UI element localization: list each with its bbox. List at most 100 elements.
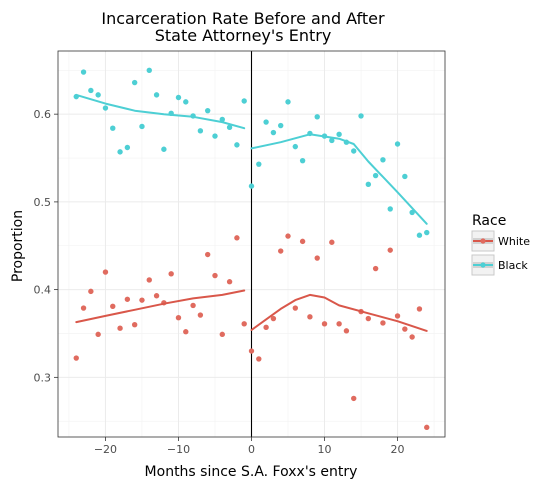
data-point-black (146, 67, 152, 74)
data-point-white (307, 314, 313, 320)
data-point-white (102, 269, 109, 275)
legend-key-black (471, 254, 495, 276)
legend-title: Race (472, 213, 506, 229)
data-point-white (168, 271, 174, 277)
data-point-white (321, 321, 328, 327)
data-point-white (424, 424, 430, 431)
data-point-black (336, 131, 342, 138)
y-axis-ticks: 0.3 0.4 0.5 0.6 (34, 108, 58, 384)
data-point-black (380, 157, 386, 163)
data-point-black (234, 142, 240, 148)
data-point-black (387, 206, 393, 212)
data-point-white (73, 355, 79, 361)
data-point-white (380, 320, 386, 326)
trend-line-white-before (75, 289, 246, 324)
data-point-black (80, 69, 87, 75)
data-point-white (343, 328, 350, 334)
data-point-black (329, 137, 335, 144)
data-point-white (95, 331, 101, 338)
x-tick-label: 10 (318, 443, 332, 456)
data-point-black (416, 232, 423, 238)
data-point-black (263, 119, 269, 125)
trend-line-white-after (250, 293, 428, 332)
data-point-white (139, 297, 145, 303)
data-point-black (212, 133, 218, 139)
data-point-black (292, 143, 299, 150)
data-point-white (402, 326, 408, 332)
data-point-black (204, 107, 211, 114)
data-point-black (131, 79, 138, 86)
data-point-black (102, 105, 109, 111)
data-point-black (219, 116, 225, 123)
data-point-black (409, 209, 415, 216)
y-tick-label: 0.3 (34, 371, 52, 384)
data-point-white (153, 293, 160, 299)
data-point-white (409, 334, 415, 340)
data-point-black (358, 113, 364, 119)
data-point-black (299, 157, 306, 164)
data-point-white (329, 239, 335, 245)
data-point-white (394, 313, 401, 319)
data-point-white (117, 325, 123, 331)
data-point-black (351, 148, 357, 154)
data-point-black (226, 124, 233, 131)
data-point-white (204, 251, 211, 258)
data-point-white (183, 329, 189, 335)
data-point-black (197, 128, 204, 134)
data-point-black (153, 92, 160, 98)
y-tick-label: 0.4 (34, 284, 52, 297)
data-point-black (161, 146, 167, 152)
x-tick-label: −20 (94, 443, 117, 456)
data-point-black (183, 99, 189, 105)
data-point-white (110, 303, 116, 309)
data-point-white (278, 248, 284, 254)
data-point-black (175, 94, 182, 101)
data-point-white (351, 395, 357, 402)
data-point-black (139, 123, 145, 130)
data-point-white (212, 272, 218, 279)
legend-label-white: White (498, 235, 530, 248)
x-tick-label: 20 (391, 443, 405, 456)
data-point-white (226, 279, 233, 285)
data-point-white (219, 331, 225, 338)
data-point-white (256, 356, 262, 362)
data-point-black (270, 129, 277, 136)
data-point-white (190, 302, 196, 309)
x-axis-ticks: −20 −10 0 10 20 (94, 437, 405, 456)
plot-panel (57, 50, 446, 438)
data-point-black (88, 87, 94, 94)
data-point-white (314, 255, 320, 261)
trend-line-black-after (250, 133, 428, 225)
data-point-white (241, 321, 247, 327)
y-tick-label: 0.6 (34, 108, 52, 121)
data-point-white (175, 314, 182, 321)
data-point-white (131, 322, 138, 328)
data-point-white (387, 247, 393, 253)
data-point-black (314, 114, 320, 120)
chart-title-line-1: Incarceration Rate Before and After (101, 9, 385, 28)
y-tick-label: 0.5 (34, 196, 52, 209)
data-point-black (124, 144, 131, 151)
legend-key-white (471, 230, 495, 252)
data-point-white (336, 321, 342, 327)
data-point-black (110, 125, 116, 131)
data-point-white (234, 235, 240, 241)
data-point-white (88, 288, 94, 295)
data-point-white (270, 315, 277, 322)
data-point-white (285, 233, 291, 239)
data-point-white (292, 305, 299, 311)
data-point-white (248, 348, 255, 354)
data-point-black (394, 141, 401, 147)
data-point-black (372, 172, 379, 179)
data-point-white (263, 324, 269, 331)
data-point-white (365, 315, 372, 322)
chart-title-line-2: State Attorney's Entry (155, 26, 332, 45)
x-tick-label: 0 (248, 443, 255, 456)
data-point-black (285, 99, 291, 105)
x-tick-label: −10 (167, 443, 190, 456)
data-point-black (402, 173, 408, 180)
y-axis-title: Proportion (10, 210, 26, 282)
x-axis-title: Months since S.A. Foxx's entry (145, 464, 358, 480)
data-point-black (117, 149, 123, 155)
